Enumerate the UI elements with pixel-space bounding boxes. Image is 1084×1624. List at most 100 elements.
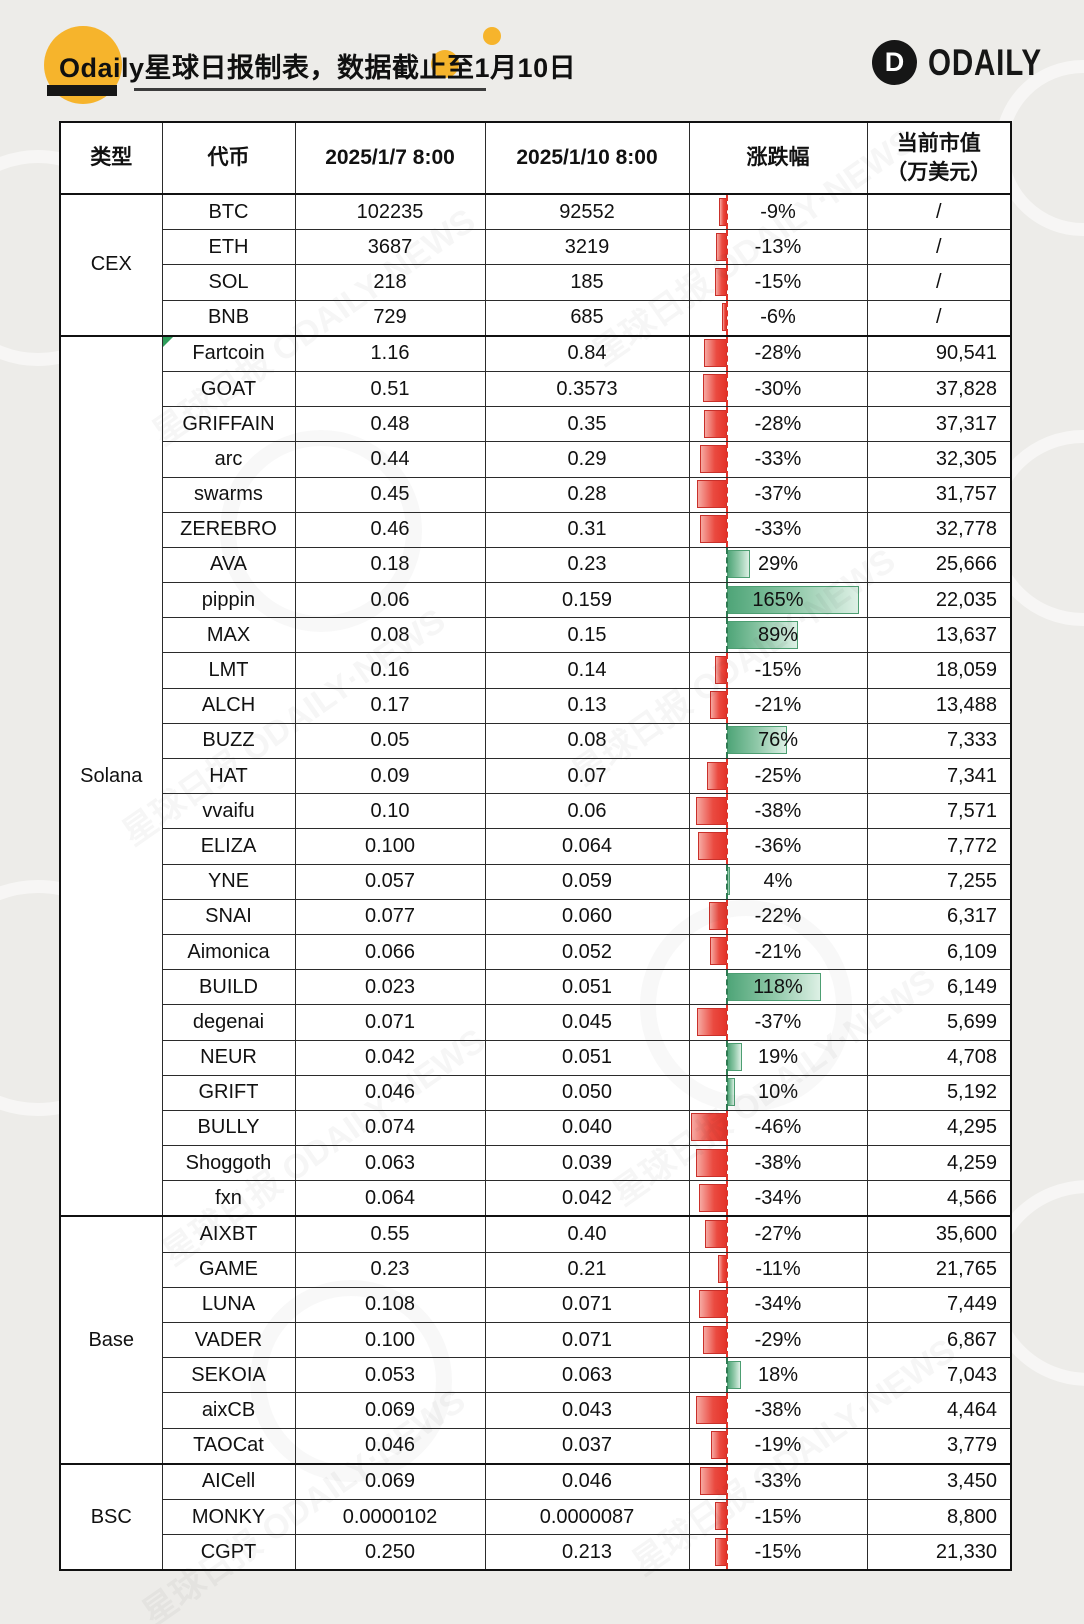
token-name: VADER [161, 1321, 296, 1359]
market-cap: 7,341 [866, 757, 1012, 795]
token-name: Aimonica [161, 933, 296, 971]
price-jan10: 0.039 [484, 1145, 690, 1182]
price-jan7: 0.05 [294, 722, 486, 760]
change-label: 165% [752, 588, 804, 611]
change-cell: -11% [688, 1251, 868, 1288]
table-row: CGPT 0.250 0.213 -15% 21,330 [60, 1534, 1012, 1571]
col-header-marketcap-line1: 当前市值 [896, 131, 981, 155]
token-name: MONKY [161, 1498, 296, 1536]
baseline-dash [725, 934, 728, 970]
change-bar-track: -37% [690, 1005, 867, 1040]
price-jan10: 0.3573 [484, 370, 690, 408]
table-row: Shoggoth 0.063 0.039 -38% 4,259 [60, 1145, 1012, 1182]
market-cap: 6,149 [866, 969, 1012, 1006]
price-jan10: 0.84 [484, 334, 690, 372]
change-bar [726, 972, 821, 1001]
baseline-dash [725, 1323, 728, 1358]
table-row: GAME 0.23 0.21 -11% 21,765 [60, 1251, 1012, 1288]
token-name: CGPT [161, 1534, 296, 1571]
table-row: CEX BTC 102235 92552 -9% / [59, 193, 1012, 337]
baseline-dash [725, 442, 728, 477]
change-cell: 29% [688, 546, 868, 584]
change-cell: -25% [688, 757, 868, 795]
market-cap: 31,757 [866, 476, 1012, 513]
change-bar-track: -11% [690, 1252, 867, 1287]
price-jan10: 0.159 [484, 582, 690, 619]
table-row: MAX 0.08 0.15 89% 13,637 [60, 617, 1012, 654]
change-cell: -33% [688, 511, 868, 548]
table-row: SNAI 0.077 0.060 -22% 6,317 [60, 898, 1012, 935]
change-label: -15% [754, 1540, 802, 1563]
baseline-dash [725, 1217, 728, 1252]
change-cell: -28% [688, 334, 868, 372]
token-name: SEKOIA [161, 1357, 296, 1394]
market-cap: 25,666 [866, 546, 1012, 584]
price-table: 类型 代币 2025/1/7 8:00 2025/1/10 8:00 涨跌幅 当… [59, 121, 1012, 1572]
baseline-dash [725, 477, 728, 512]
change-bar-track: -13% [690, 230, 867, 265]
price-jan7: 0.0000102 [294, 1498, 486, 1536]
token-name: AVA [161, 546, 296, 584]
change-bar [726, 620, 798, 649]
change-label: -21% [754, 694, 802, 717]
baseline-dash [725, 1181, 728, 1216]
change-label: -9% [760, 200, 796, 223]
change-label: -27% [754, 1223, 802, 1246]
market-cap: 3,779 [866, 1427, 1012, 1465]
col-header-marketcap: 当前市值 （万美元） [866, 121, 1012, 195]
table-row: BSC AICell 0.069 0.046 -33% 3,450 [59, 1462, 1012, 1571]
price-jan10: 0.21 [484, 1251, 690, 1288]
token-name: degenai [161, 1004, 296, 1041]
table-row: arc 0.44 0.29 -33% 32,305 [60, 441, 1012, 478]
baseline-dash [725, 829, 728, 864]
price-jan7: 0.17 [294, 687, 486, 724]
table-row: degenai 0.071 0.045 -37% 5,699 [60, 1004, 1012, 1041]
baseline-dash [725, 1252, 728, 1287]
price-jan7: 0.074 [294, 1109, 486, 1147]
change-bar-track: -29% [690, 1323, 867, 1358]
change-cell: -15% [688, 264, 868, 301]
change-cell: -21% [688, 933, 868, 971]
token-name: BTC [161, 193, 296, 231]
change-label: 29% [757, 553, 799, 576]
price-jan10: 0.08 [484, 722, 690, 760]
change-bar-track: -21% [690, 688, 867, 723]
change-bar-track: -27% [690, 1217, 867, 1252]
change-cell: -21% [688, 687, 868, 724]
market-cap: 7,333 [866, 722, 1012, 760]
accent-dot-small [483, 27, 501, 45]
change-bar-track: 4% [690, 864, 867, 899]
change-bar-track: -46% [690, 1110, 867, 1146]
change-cell: -38% [688, 1392, 868, 1429]
table-row: GRIFT 0.046 0.050 10% 5,192 [60, 1074, 1012, 1111]
change-label: -33% [754, 447, 802, 470]
price-jan10: 0.28 [484, 476, 690, 513]
col-header-price1: 2025/1/7 8:00 [294, 121, 486, 195]
change-bar-track: -30% [690, 371, 867, 407]
token-name: MAX [161, 617, 296, 654]
price-jan7: 0.046 [294, 1427, 486, 1465]
price-jan10: 0.043 [484, 1392, 690, 1429]
baseline-dash [725, 864, 728, 899]
price-jan10: 0.059 [484, 863, 690, 900]
change-bar-track: 89% [690, 618, 867, 653]
table-row: Aimonica 0.066 0.052 -21% 6,109 [60, 933, 1012, 971]
market-cap: 32,305 [866, 441, 1012, 478]
change-label: -33% [754, 1470, 802, 1493]
market-cap: 6,867 [866, 1321, 1012, 1359]
token-name: GOAT [161, 370, 296, 408]
token-name: BUILD [161, 969, 296, 1006]
price-jan7: 0.06 [294, 582, 486, 619]
baseline-dash [725, 723, 728, 758]
change-cell: 10% [688, 1074, 868, 1111]
title-brand: Odaily [59, 53, 145, 83]
price-jan10: 0.051 [484, 1039, 690, 1076]
price-jan10: 0.35 [484, 406, 690, 443]
price-jan10: 0.045 [484, 1004, 690, 1041]
change-label: -6% [760, 306, 796, 329]
odaily-logo-icon: D [872, 40, 917, 85]
change-cell: -15% [688, 652, 868, 689]
token-name: ALCH [161, 687, 296, 724]
market-cap: 37,317 [866, 406, 1012, 443]
type-cell: Solana [59, 334, 163, 1217]
